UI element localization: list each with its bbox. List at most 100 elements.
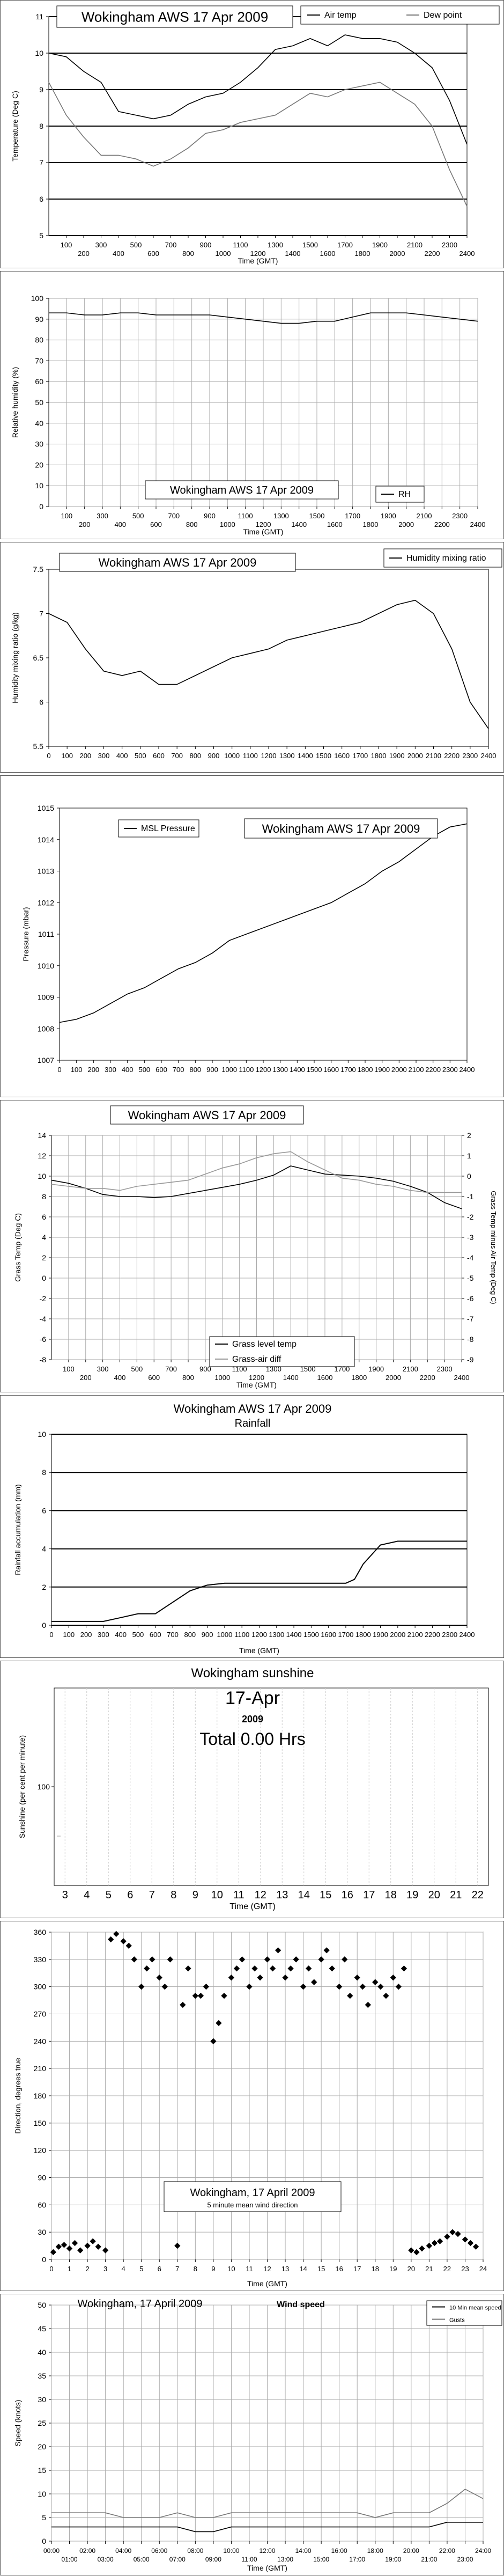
x-tick-label: 2400 bbox=[459, 1631, 475, 1639]
x-tick-label: 01:00 bbox=[62, 2556, 78, 2563]
y-tick-label-right: 0 bbox=[467, 1172, 471, 1180]
x-tick-label: 13:00 bbox=[277, 2556, 293, 2563]
x-tick-label: 700 bbox=[167, 1631, 179, 1639]
x-tick-label: 22 bbox=[443, 2265, 451, 2273]
x-tick-label: 1900 bbox=[389, 752, 405, 760]
x-tick-label: 1500 bbox=[307, 1066, 322, 1074]
x-tick-label: 300 bbox=[97, 512, 108, 520]
x-tick-label: 2000 bbox=[407, 752, 423, 760]
legend-box bbox=[383, 548, 502, 568]
y-tick-label: 1008 bbox=[38, 1024, 54, 1033]
x-tick-label: 05:00 bbox=[134, 2556, 150, 2563]
y-tick-label: 0 bbox=[42, 2537, 46, 2545]
scatter-point bbox=[221, 1992, 227, 1999]
y-tick-label: 20 bbox=[38, 2442, 46, 2451]
x-tick-label: 17:00 bbox=[349, 2556, 365, 2563]
x-axis-label: Time (GMT) bbox=[236, 1381, 277, 1389]
x-tick-label: 4 bbox=[122, 2265, 125, 2273]
y-tick-label: 6 bbox=[39, 698, 43, 707]
x-tick-label: 07:00 bbox=[169, 2556, 186, 2563]
legend-label: 10 Min mean speed bbox=[449, 2305, 501, 2311]
chart-title: Wokingham, 17 April 2009 bbox=[190, 2187, 315, 2199]
x-tick-label: 16:00 bbox=[331, 2547, 347, 2555]
chart-svg-mix: 5.5 6 6.5 7 7.5 0 100 200 300 400 500 600 700 800 900 1… bbox=[11, 548, 502, 760]
x-axis-label: Time (GMT) bbox=[238, 256, 278, 265]
scatter-point bbox=[282, 1975, 288, 1981]
x-tick-label: 2300 bbox=[442, 1066, 458, 1074]
scatter-point bbox=[197, 1992, 204, 1999]
x-tick-label: 100 bbox=[61, 241, 72, 249]
y-tick-label: 60 bbox=[38, 2200, 46, 2209]
x-tick-label: 200 bbox=[80, 1631, 92, 1639]
x-axis-label: Time (GMT) bbox=[247, 2279, 287, 2288]
x-tick-label: 04:00 bbox=[115, 2547, 131, 2555]
x-tick-label: 2100 bbox=[417, 512, 432, 520]
x-tick-label: 18 bbox=[385, 1889, 397, 1901]
y-tick-label: 20 bbox=[35, 460, 43, 469]
x-tick-label: 1400 bbox=[298, 752, 313, 760]
x-tick-label: 18 bbox=[372, 2265, 379, 2273]
scatter-point bbox=[347, 1992, 353, 1999]
scatter-point bbox=[329, 1965, 335, 1972]
x-tick-label: 1000 bbox=[217, 1631, 232, 1639]
y-tick-label: 25 bbox=[38, 2419, 46, 2427]
y-tick-label: 9 bbox=[39, 85, 43, 94]
x-tick-label: 15 bbox=[317, 2265, 325, 2273]
y-tick-label: 10 bbox=[38, 2490, 46, 2498]
y-tick-label: 0 bbox=[42, 1621, 46, 1630]
x-tick-label: 1100 bbox=[232, 1365, 247, 1373]
y-tick-label: 8 bbox=[42, 1468, 46, 1477]
chart-svg-pres: 1007 1008 1009 1010 1011 1012 1013 1014 1015 0 100… bbox=[21, 804, 475, 1074]
x-tick-label: 21:00 bbox=[421, 2556, 437, 2563]
x-tick-label: 1400 bbox=[286, 1631, 302, 1639]
x-tick-label: 2200 bbox=[425, 249, 440, 258]
plot-frame bbox=[48, 569, 489, 747]
x-tick-label: 1700 bbox=[345, 512, 360, 520]
x-tick-label: 2100 bbox=[403, 1365, 418, 1373]
x-tick-label: 0 bbox=[57, 1066, 61, 1074]
x-tick-label: 2100 bbox=[409, 1066, 424, 1074]
x-tick-label: 1300 bbox=[268, 241, 283, 249]
x-tick-label: 1800 bbox=[355, 1631, 371, 1639]
x-tick-label: 1700 bbox=[340, 1066, 356, 1074]
legend-box bbox=[300, 5, 500, 25]
x-tick-label: 3 bbox=[103, 2265, 107, 2273]
x-tick-label: 8 bbox=[194, 2265, 197, 2273]
x-tick-label: 500 bbox=[135, 752, 146, 760]
scatter-point bbox=[257, 1975, 263, 1981]
title-box bbox=[59, 553, 296, 572]
x-tick-label: 2300 bbox=[452, 512, 468, 520]
x-tick-label: 300 bbox=[97, 1365, 109, 1373]
chart-title: Wokingham AWS 17 Apr 2009 bbox=[262, 822, 420, 835]
y-tick-label: 0 bbox=[39, 502, 43, 511]
x-tick-label: 2000 bbox=[398, 520, 414, 529]
scatter-point bbox=[383, 1992, 389, 1999]
y-tick-label: 240 bbox=[34, 2037, 47, 2045]
legend-label: MSL Pressure bbox=[141, 824, 195, 833]
y-tick-label: 7 bbox=[39, 610, 43, 618]
x-tick-label: 1300 bbox=[269, 1631, 284, 1639]
x-tick-label: 2400 bbox=[470, 520, 486, 529]
x-tick-label: 1300 bbox=[272, 1066, 288, 1074]
x-tick-label: 2 bbox=[85, 2265, 89, 2273]
x-tick-label: 2000 bbox=[390, 1631, 405, 1639]
x-tick-label: 400 bbox=[115, 1631, 127, 1639]
x-tick-label: 17 bbox=[353, 2265, 361, 2273]
x-tick-label: 200 bbox=[80, 1374, 92, 1382]
x-tick-label: 1100 bbox=[239, 1066, 254, 1074]
y-axis-label: Temperature (Deg C) bbox=[11, 91, 19, 162]
x-tick-label: 17 bbox=[363, 1889, 375, 1901]
y-tick-label: 90 bbox=[38, 2174, 46, 2182]
scatter-point bbox=[401, 1965, 407, 1972]
x-tick-label: 900 bbox=[199, 1365, 211, 1373]
legend-label: Grass level temp bbox=[232, 1340, 297, 1349]
scatter-point bbox=[269, 1965, 276, 1972]
x-tick-label: 1500 bbox=[300, 1365, 316, 1373]
title-box bbox=[244, 818, 438, 839]
title-box bbox=[110, 1105, 304, 1125]
scatter-point bbox=[61, 2242, 68, 2248]
x-tick-label: 1900 bbox=[368, 1365, 384, 1373]
scatter-point bbox=[228, 1975, 235, 1981]
chart-title: Wokingham AWS 17 Apr 2009 bbox=[128, 1109, 286, 1122]
x-tick-label: 2400 bbox=[454, 1374, 470, 1382]
